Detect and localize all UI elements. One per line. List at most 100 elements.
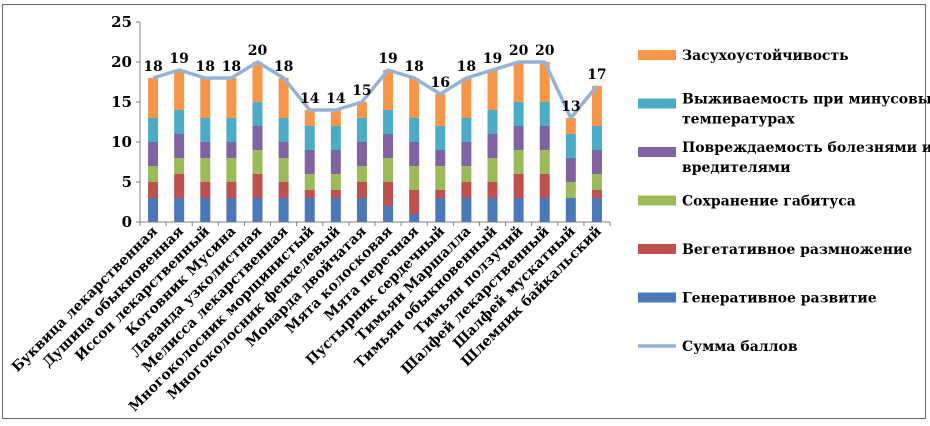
chart-frame bbox=[2, 4, 926, 419]
bar-segment bbox=[591, 150, 602, 174]
bar-segment bbox=[383, 110, 394, 134]
legend-label: Выживаемость при минусовых bbox=[682, 92, 930, 108]
bar-segment bbox=[409, 214, 420, 222]
bar-segment bbox=[148, 182, 159, 198]
bar-segment bbox=[252, 150, 263, 174]
legend-label: температурах bbox=[682, 112, 795, 128]
legend-label: вредителями bbox=[682, 160, 790, 176]
data-label: 18 bbox=[457, 59, 476, 75]
bar-segment bbox=[409, 142, 420, 166]
y-tick-label: 15 bbox=[111, 93, 132, 111]
data-label: 13 bbox=[561, 99, 580, 115]
data-label: 19 bbox=[378, 51, 397, 67]
bar-segment bbox=[435, 150, 446, 166]
bar-segment bbox=[565, 158, 576, 182]
bar-segment bbox=[304, 110, 315, 126]
bar-segment bbox=[435, 126, 446, 150]
bar-segment bbox=[409, 118, 420, 142]
bar-segment bbox=[174, 134, 185, 158]
data-label: 18 bbox=[404, 59, 423, 75]
bar-segment bbox=[226, 118, 237, 142]
bar-segment bbox=[591, 126, 602, 150]
bar-segment bbox=[226, 182, 237, 198]
legend-swatch bbox=[638, 147, 676, 157]
bar-segment bbox=[174, 174, 185, 198]
bar-segment bbox=[278, 78, 289, 118]
bar-segment bbox=[174, 110, 185, 134]
bar-segment bbox=[278, 182, 289, 198]
bar-segment bbox=[330, 198, 341, 222]
bar-segment bbox=[174, 70, 185, 110]
data-label: 18 bbox=[222, 59, 241, 75]
legend-label: Генеративное развитие bbox=[682, 291, 877, 307]
bar-segment bbox=[252, 126, 263, 150]
bar-segment bbox=[200, 198, 211, 222]
bar-segment bbox=[174, 158, 185, 174]
bar-segment bbox=[148, 166, 159, 182]
data-label: 20 bbox=[509, 43, 529, 59]
bar-segment bbox=[435, 166, 446, 190]
total-line bbox=[152, 60, 599, 120]
bar-segment bbox=[226, 158, 237, 182]
bar-segment bbox=[278, 198, 289, 222]
bar-segment bbox=[461, 166, 472, 182]
y-tick-label: 25 bbox=[111, 13, 132, 31]
bar-segment bbox=[487, 182, 498, 198]
axes: 0 5 10 15 20 25 bbox=[111, 13, 611, 231]
legend-swatch bbox=[638, 98, 676, 109]
y-tick-label: 10 bbox=[111, 133, 132, 151]
bar-segment bbox=[304, 150, 315, 174]
bar-segment bbox=[200, 78, 211, 118]
bar-segment bbox=[435, 198, 446, 222]
bar-segment bbox=[461, 142, 472, 166]
y-tick-label: 20 bbox=[111, 53, 132, 71]
bar-segment bbox=[383, 182, 394, 206]
bar-segment bbox=[278, 118, 289, 142]
data-label: 14 bbox=[326, 91, 346, 107]
bar-segment bbox=[304, 190, 315, 198]
data-label: 15 bbox=[352, 83, 371, 99]
bar-segment bbox=[174, 198, 185, 222]
bar-segment bbox=[539, 174, 550, 198]
bar-segment bbox=[565, 198, 576, 222]
bar-segment bbox=[461, 78, 472, 118]
data-label: 19 bbox=[169, 51, 188, 67]
bar-segment bbox=[330, 126, 341, 150]
bar-segment bbox=[487, 198, 498, 222]
bar-segment bbox=[252, 102, 263, 126]
legend-label: Засухоустойчивость bbox=[682, 47, 849, 64]
bar-segment bbox=[330, 110, 341, 126]
bar-segment bbox=[461, 182, 472, 198]
bar-segment bbox=[252, 198, 263, 222]
legend-label: Повреждаемость болезнями и bbox=[682, 140, 930, 156]
bar-segment bbox=[304, 198, 315, 222]
bar-segment bbox=[383, 158, 394, 182]
bar-segment bbox=[591, 198, 602, 222]
legend-swatch bbox=[638, 50, 676, 60]
data-label: 19 bbox=[483, 51, 502, 67]
bar-segment bbox=[356, 118, 367, 142]
bar-segment bbox=[513, 198, 524, 222]
bar-segment bbox=[461, 118, 472, 142]
bar-segment bbox=[278, 158, 289, 182]
data-label: 20 bbox=[248, 43, 268, 59]
y-tick-label: 5 bbox=[122, 173, 132, 191]
bar-segment bbox=[226, 78, 237, 118]
bar-segment bbox=[356, 182, 367, 198]
bar-segment bbox=[513, 150, 524, 174]
bar-segment bbox=[539, 150, 550, 174]
bar-segment bbox=[461, 198, 472, 222]
bar-segment bbox=[591, 174, 602, 190]
bar-segment bbox=[539, 62, 550, 102]
bar-segment bbox=[330, 190, 341, 198]
bar-segment bbox=[513, 62, 524, 102]
bar-segment bbox=[304, 174, 315, 190]
bar-segment bbox=[200, 142, 211, 158]
bar-segment bbox=[200, 118, 211, 142]
bar-segment bbox=[409, 190, 420, 214]
bar-segment bbox=[487, 70, 498, 110]
bar-segment bbox=[226, 142, 237, 158]
bar-segment bbox=[487, 134, 498, 158]
